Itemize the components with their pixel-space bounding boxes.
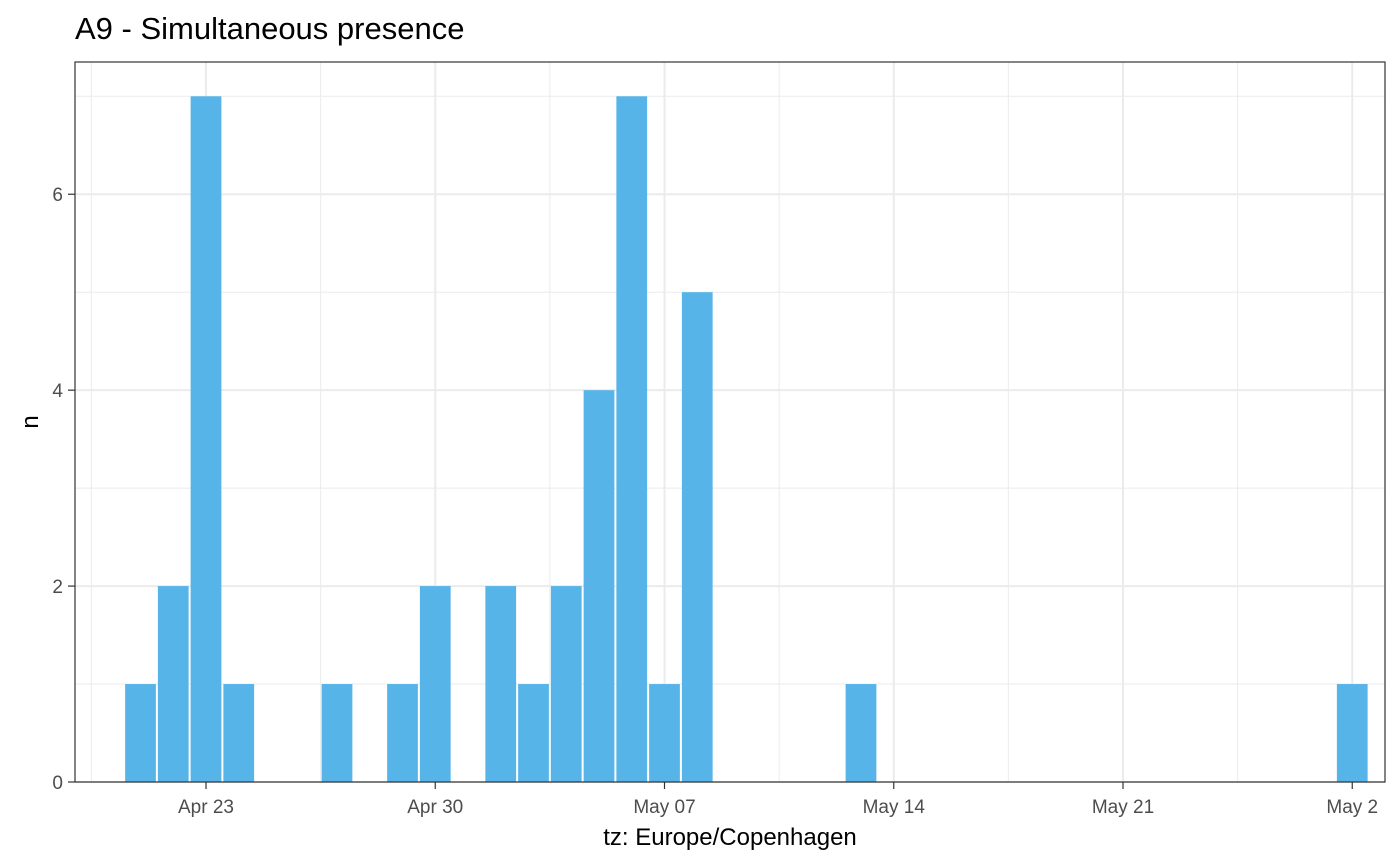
x-tick-label: Apr 23 bbox=[178, 797, 234, 818]
grid-lines bbox=[75, 62, 1385, 783]
bar bbox=[125, 684, 156, 782]
x-tick-label: May 21 bbox=[1092, 797, 1154, 818]
bar bbox=[387, 684, 418, 782]
chart-title: A9 - Simultaneous presence bbox=[75, 11, 464, 46]
bar bbox=[1336, 684, 1368, 782]
x-axis-title: tz: Europe/Copenhagen bbox=[603, 824, 857, 851]
bar bbox=[485, 586, 517, 782]
x-tick-label: May 07 bbox=[633, 797, 695, 818]
bar bbox=[649, 684, 680, 782]
bar bbox=[681, 292, 713, 782]
x-tick-label: May 2 bbox=[1326, 797, 1378, 818]
y-axis-title: n bbox=[17, 415, 44, 428]
bar bbox=[583, 390, 615, 782]
bar bbox=[157, 586, 189, 782]
bar bbox=[845, 684, 877, 782]
bar bbox=[223, 684, 255, 782]
y-tick-label: 6 bbox=[52, 185, 63, 206]
y-tick-label: 0 bbox=[52, 773, 63, 794]
bars bbox=[125, 96, 1368, 783]
x-tick-label: Apr 30 bbox=[407, 797, 463, 818]
x-tick-label: May 14 bbox=[863, 797, 926, 818]
y-tick-label: 2 bbox=[52, 577, 63, 598]
bar bbox=[518, 684, 549, 782]
bar bbox=[550, 586, 582, 782]
panel-border bbox=[74, 61, 1386, 783]
bar bbox=[190, 96, 222, 783]
y-tick-label: 4 bbox=[52, 381, 63, 402]
bar bbox=[419, 586, 451, 782]
bar bbox=[616, 96, 648, 783]
bar bbox=[321, 684, 353, 782]
axis-ticks: Apr 23 Apr 30 May 07 May 14 May 21 May 2 0 2 4 6 bbox=[52, 185, 1378, 818]
